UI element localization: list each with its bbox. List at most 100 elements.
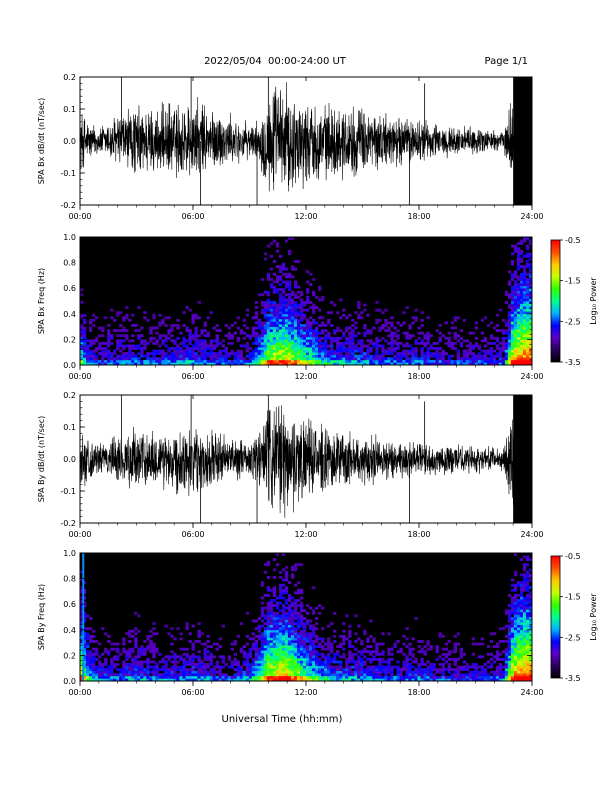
spectrogram-cell	[86, 655, 90, 659]
spectrogram-cell	[525, 247, 530, 251]
spectrogram-cell	[290, 627, 295, 631]
spectrogram-cell	[281, 606, 286, 610]
spectrogram-cell	[155, 632, 159, 636]
spectrogram-cell	[375, 321, 379, 325]
spectrogram-cell	[80, 622, 84, 625]
spectrogram-cell	[164, 675, 168, 679]
spectrogram-cell	[131, 629, 135, 633]
spectrogram-cell	[272, 313, 277, 317]
spectrogram-cell	[396, 336, 400, 340]
spectrogram-cell	[363, 668, 367, 672]
spectrogram-cell	[287, 624, 292, 628]
spectrogram-cell	[254, 311, 259, 315]
y-tick-label: 0.6	[63, 284, 76, 293]
spectrogram-cell	[510, 359, 515, 363]
spectrogram-cell	[251, 678, 256, 682]
spectrogram-cell	[233, 640, 237, 643]
spectrogram-cell	[360, 349, 364, 353]
spectrogram-cell	[327, 311, 331, 315]
spectrogram-cell	[414, 357, 418, 361]
spectrogram-cell	[318, 331, 322, 335]
spectrogram-cell	[336, 673, 340, 677]
spectrogram-cell	[269, 614, 274, 618]
spectrogram-cell	[140, 670, 144, 674]
spectrogram-cell	[179, 657, 183, 661]
spectrogram-cell	[287, 316, 292, 320]
spectrogram-cell	[528, 295, 533, 299]
spectrogram-cell	[266, 629, 271, 633]
spectrogram-cell	[516, 242, 521, 245]
spectrogram-cell	[266, 660, 271, 664]
spectrogram-cell	[312, 640, 316, 643]
spectrogram-cell	[275, 619, 280, 623]
spectrogram-cell	[272, 593, 277, 597]
spectrogram-cell	[519, 272, 524, 276]
spectrogram-cell	[375, 347, 379, 350]
spectrogram-cell	[83, 596, 87, 600]
spectrogram-cell	[519, 318, 524, 322]
spectrogram-cell	[381, 347, 385, 350]
spectrogram-cell	[393, 339, 397, 343]
spectrogram-cell	[528, 301, 533, 304]
spectrogram-cell	[137, 629, 141, 633]
spectrogram-cell	[522, 586, 527, 590]
spectrogram-cell	[113, 329, 117, 333]
spectrogram-cell	[513, 301, 518, 304]
spectrogram-cell	[167, 632, 171, 636]
spectrogram-cell	[101, 668, 105, 672]
spectrogram-cell	[245, 673, 250, 677]
spectrogram-cell	[306, 334, 310, 338]
spectrogram-cell	[263, 655, 268, 659]
spectrogram-cell	[287, 298, 292, 302]
spectrogram-cell	[324, 647, 328, 651]
spectrogram-cell	[456, 673, 460, 677]
spectrogram-cell	[260, 334, 265, 338]
spectrogram-cell	[516, 622, 521, 625]
spectrogram-cell	[86, 663, 90, 666]
spectrogram-cell	[369, 357, 373, 361]
spectrogram-cell	[200, 344, 204, 348]
spectrogram-cell	[528, 288, 533, 292]
spectrogram-cell	[444, 655, 448, 659]
spectrogram-cell	[423, 362, 427, 366]
spectrogram-cell	[92, 354, 96, 358]
spectrogram-cell	[516, 262, 521, 266]
spectrogram-cell	[435, 668, 439, 672]
spectrogram-cell	[269, 357, 274, 361]
spectrogram-cell	[510, 344, 515, 348]
spectrogram-cell	[131, 657, 135, 661]
spectrogram-cell	[269, 344, 274, 348]
spectrogram-cell	[272, 290, 277, 294]
spectrogram-cell	[390, 652, 394, 656]
spectrogram-cell	[95, 650, 99, 654]
spectrogram-cell	[272, 634, 277, 638]
spectrogram-cell	[206, 354, 210, 358]
spectrogram-cell	[182, 349, 186, 353]
spectrogram-cell	[83, 329, 87, 333]
spectrogram-cell	[528, 313, 533, 317]
spectrogram-cell	[420, 339, 424, 343]
spectrogram-cell	[375, 359, 379, 363]
spectrogram-cell	[309, 647, 313, 651]
spectrogram-cell	[483, 354, 488, 358]
spectrogram-cell	[251, 354, 256, 358]
spectrogram-cell	[140, 349, 144, 353]
spectrogram-cell	[513, 275, 518, 279]
spectrogram-cell	[378, 329, 382, 333]
spectrogram-cell	[302, 313, 307, 317]
spectrogram-cell	[302, 617, 307, 620]
spectrogram-cell	[155, 663, 159, 666]
spectrogram-cell	[140, 339, 144, 343]
spectrogram-cell	[444, 660, 448, 664]
spectrogram-cell	[351, 352, 355, 356]
spectrogram-cell	[327, 334, 331, 338]
spectrogram-cell	[516, 663, 521, 666]
spectrogram-cell	[287, 593, 292, 597]
spectrogram-cell	[528, 306, 533, 309]
spectrogram-cell	[269, 324, 274, 327]
spectrogram-cell	[236, 336, 240, 340]
spectrogram-cell	[83, 655, 87, 659]
spectrogram-cell	[510, 640, 515, 643]
spectrogram-cell	[522, 668, 527, 672]
spectrogram-cell	[230, 352, 234, 356]
